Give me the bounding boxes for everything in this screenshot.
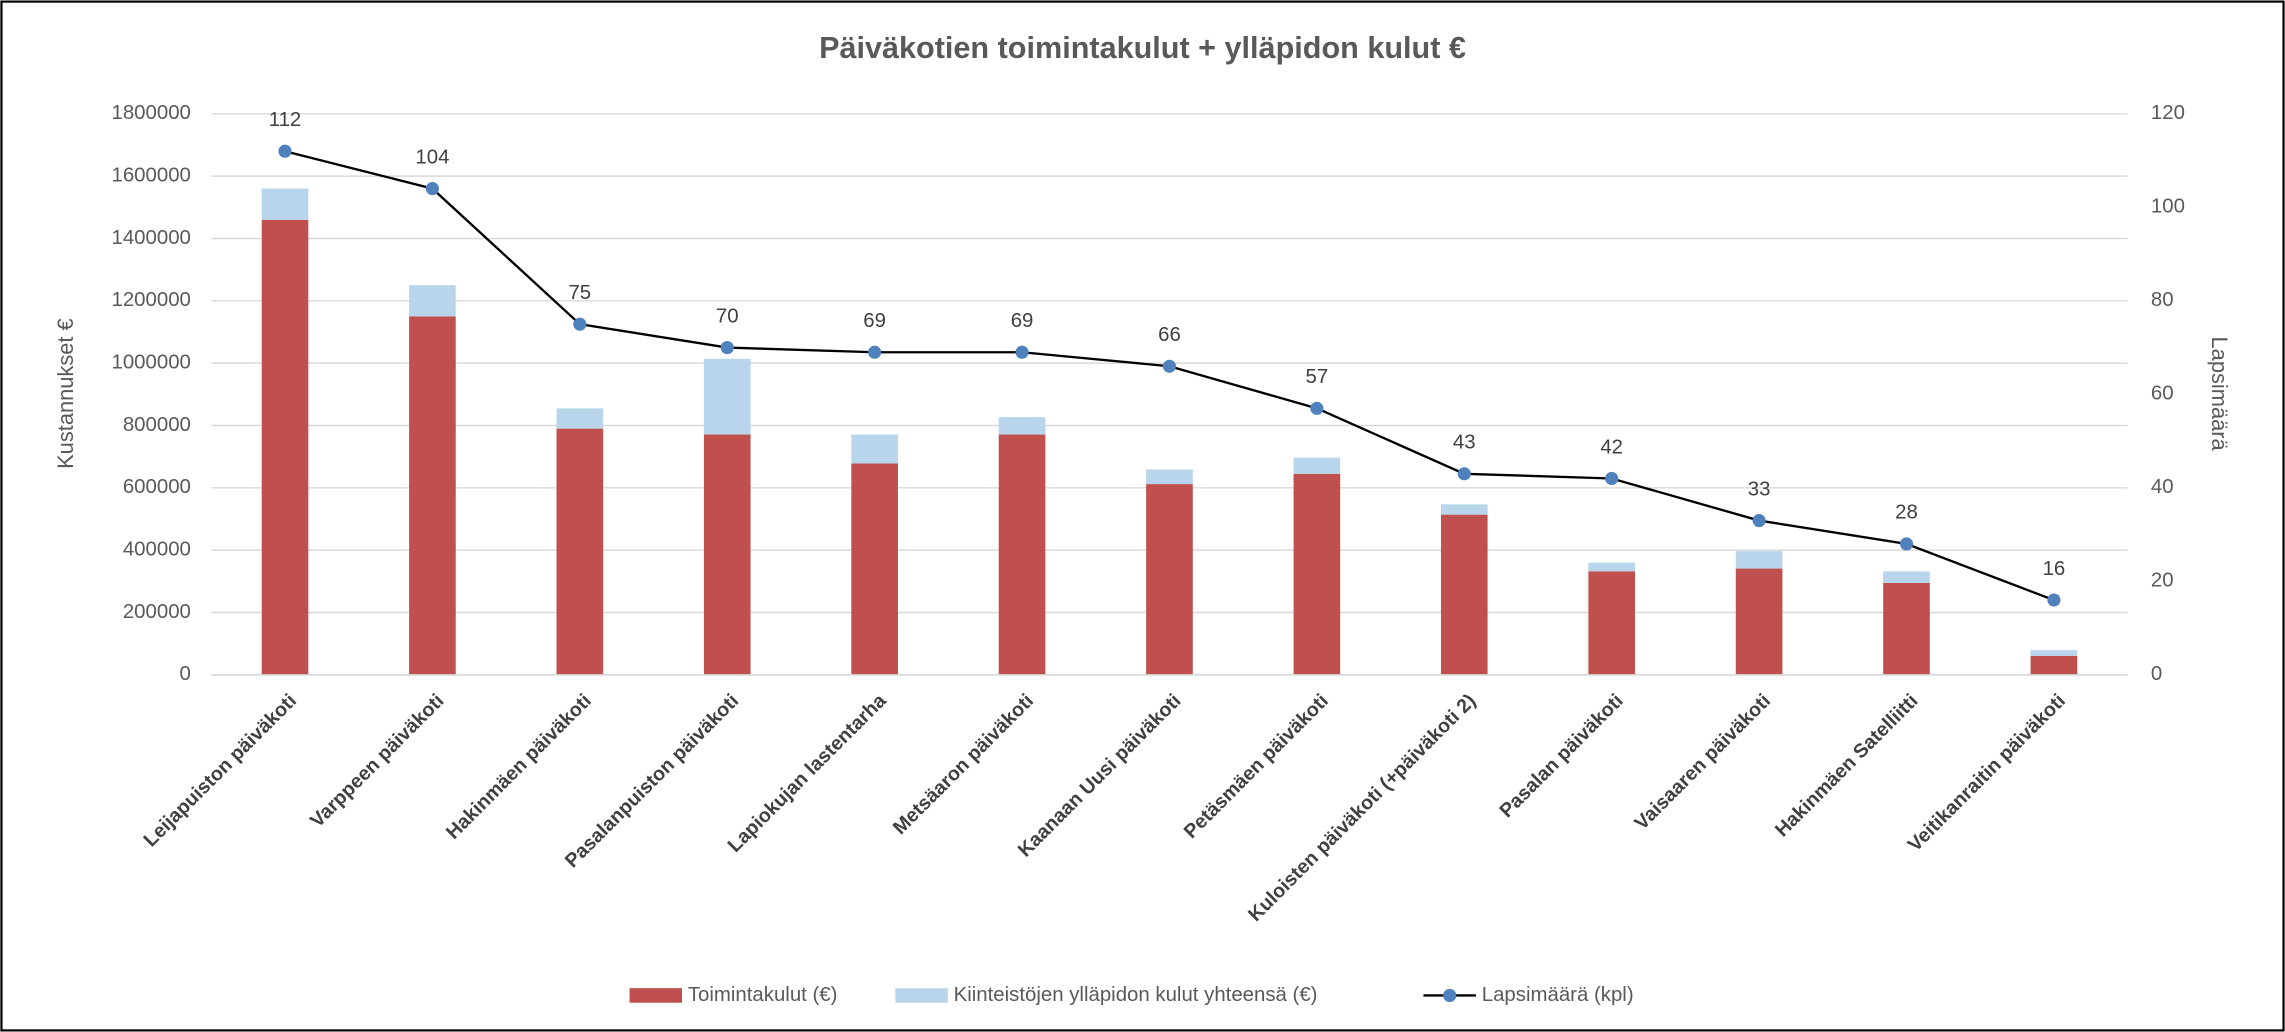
- line-marker: [1752, 513, 1766, 528]
- bar-segment: [1735, 551, 1783, 569]
- data-label: 33: [1748, 478, 1771, 500]
- data-label: 112: [269, 109, 302, 131]
- legend-label: Lapsimäärä (kpl): [1482, 984, 1634, 1006]
- y2-tick-label: 100: [2151, 196, 2185, 218]
- legend-item: Toimintakulut (€): [629, 984, 838, 1006]
- y2-tick-label: 20: [2151, 570, 2174, 592]
- data-label: 69: [1011, 310, 1034, 332]
- y-tick-label: 0: [180, 663, 191, 685]
- line-marker: [425, 182, 439, 196]
- y-tick-label: 600000: [123, 476, 191, 498]
- bar-segment: [998, 417, 1046, 435]
- legend-item: Lapsimäärä (kpl): [1423, 984, 1634, 1006]
- legend-swatch: [629, 988, 683, 1003]
- y2-tick-label: 120: [2151, 102, 2185, 124]
- line-marker: [1015, 345, 1029, 359]
- legend-marker: [1443, 988, 1457, 1002]
- bar-segment: [2030, 655, 2078, 675]
- bar-segment: [1440, 514, 1488, 675]
- data-label: 69: [863, 310, 886, 332]
- line-marker: [278, 144, 292, 158]
- data-label: 104: [415, 146, 449, 168]
- legend-label: Toimintakulut (€): [688, 984, 838, 1006]
- legend-swatch: [895, 988, 948, 1003]
- line-marker: [2047, 593, 2061, 607]
- bar-segment: [1293, 473, 1341, 675]
- data-label: 70: [716, 305, 739, 327]
- legend-item: Kiinteistöjen ylläpidon kulut yhteensä (…: [895, 984, 1317, 1006]
- data-label: 75: [568, 282, 591, 304]
- line-marker: [1899, 537, 1914, 551]
- bar-segment: [1588, 562, 1636, 572]
- data-label: 57: [1306, 366, 1329, 388]
- y-tick-label: 1000000: [112, 352, 191, 374]
- bar-segment: [1293, 457, 1341, 474]
- line-marker: [573, 317, 587, 331]
- bar-segment: [1440, 504, 1488, 515]
- y-tick-label: 1800000: [112, 102, 191, 124]
- data-label: 66: [1158, 324, 1181, 346]
- line-marker: [1310, 401, 1324, 415]
- y2-axis-label: Lapsimäärä: [2207, 337, 2232, 452]
- bar-segment: [556, 428, 604, 675]
- line-marker: [1605, 471, 1619, 486]
- y-tick-label: 1600000: [112, 165, 191, 187]
- line-marker: [720, 341, 734, 355]
- line-marker: [868, 345, 882, 359]
- bar-segment: [261, 219, 309, 675]
- y-tick-label: 1400000: [112, 227, 191, 249]
- data-label: 28: [1895, 502, 1918, 524]
- y-axis-label: Kustannukset €: [53, 318, 78, 469]
- y2-tick-label: 40: [2151, 476, 2174, 498]
- bar-segment: [703, 358, 751, 435]
- bar-segment: [409, 316, 456, 675]
- y-tick-label: 800000: [123, 414, 191, 436]
- y2-tick-label: 0: [2151, 663, 2162, 685]
- data-label: 42: [1600, 436, 1623, 458]
- y-tick-label: 1200000: [112, 289, 191, 311]
- bar-segment: [1883, 571, 1930, 583]
- bar-segment: [851, 463, 898, 675]
- data-label: 43: [1453, 432, 1476, 454]
- bar-segment: [851, 434, 898, 464]
- bar-segment: [1588, 571, 1636, 675]
- bar-segment: [1735, 568, 1783, 675]
- bar-segment: [2030, 650, 2078, 656]
- chart-title: Päiväkotien toimintakulut + ylläpidon ku…: [819, 31, 1466, 65]
- y-tick-label: 400000: [123, 539, 191, 561]
- line-marker: [1162, 359, 1177, 373]
- data-label: 16: [2043, 558, 2066, 580]
- bar-segment: [261, 188, 309, 220]
- legend-label: Kiinteistöjen ylläpidon kulut yhteensä (…: [954, 984, 1318, 1006]
- bar-segment: [1146, 484, 1193, 675]
- bar-segment: [556, 408, 604, 429]
- bar-segment: [1883, 582, 1930, 675]
- bar-segment: [1146, 469, 1193, 485]
- y2-tick-label: 80: [2151, 289, 2174, 311]
- y2-tick-label: 60: [2151, 383, 2174, 405]
- y-tick-label: 200000: [123, 601, 191, 623]
- line-marker: [1457, 467, 1471, 481]
- bar-segment: [998, 434, 1046, 675]
- bar-segment: [409, 285, 456, 317]
- bar-segment: [703, 434, 751, 675]
